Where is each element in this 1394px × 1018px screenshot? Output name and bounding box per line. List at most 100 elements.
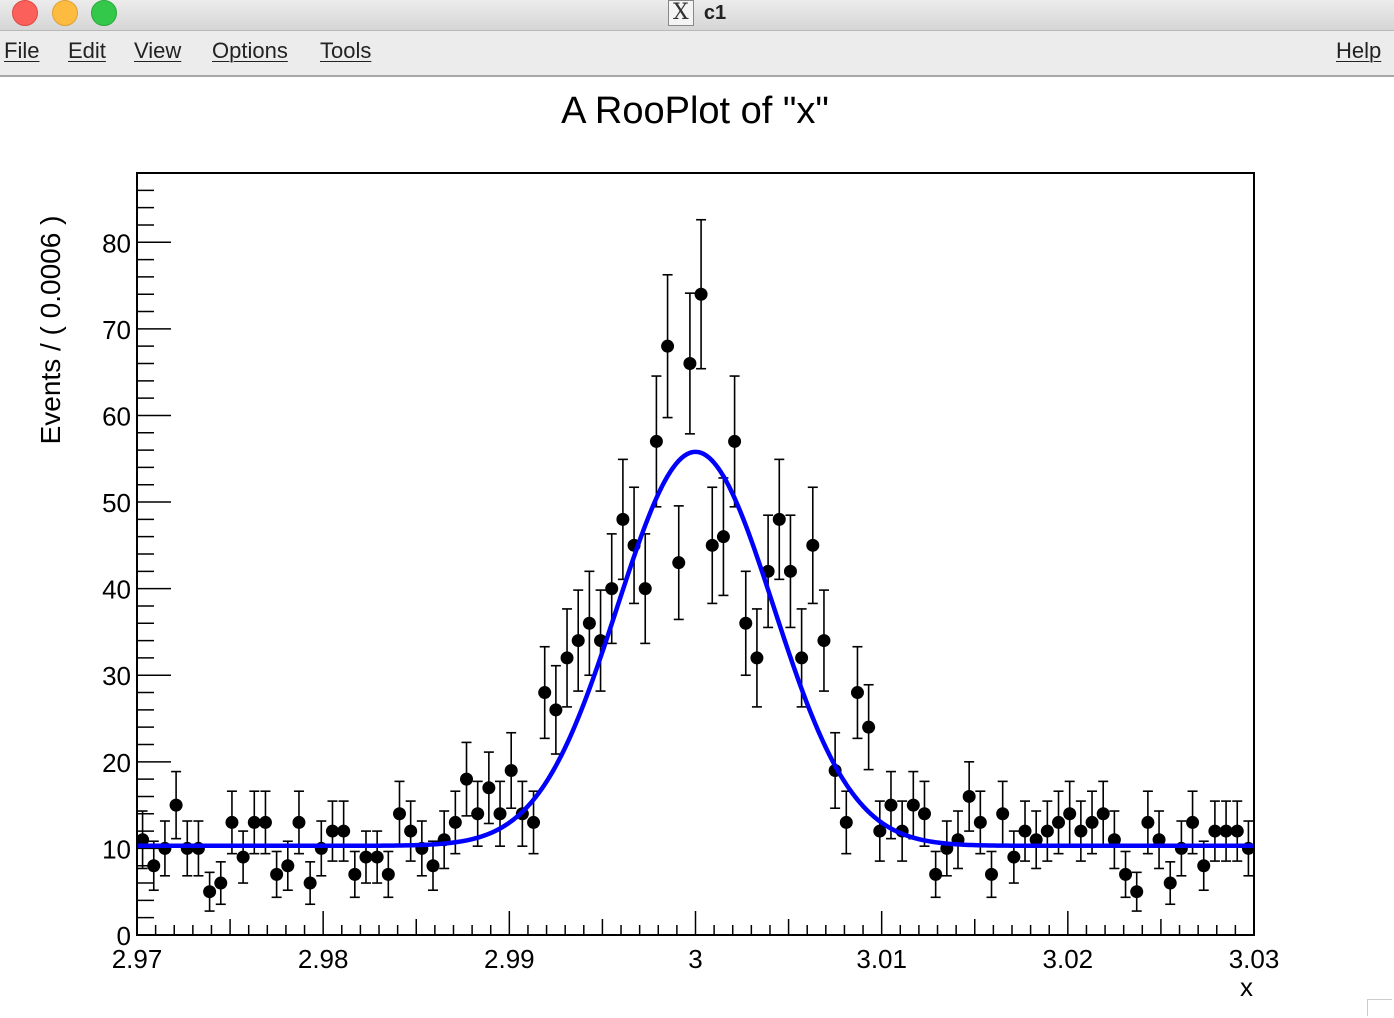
menu-options[interactable]: Options <box>212 38 288 63</box>
y-tick-label: 30 <box>102 661 131 691</box>
data-point <box>493 807 507 821</box>
data-point <box>1208 824 1222 838</box>
chart-title: A RooPlot of "x" <box>561 90 829 132</box>
data-point <box>638 582 652 596</box>
close-window-button[interactable] <box>12 0 38 26</box>
data-point <box>1052 815 1066 829</box>
data-point <box>1197 859 1211 873</box>
data-point <box>270 867 284 881</box>
data-point <box>884 798 898 812</box>
data-point <box>873 824 887 838</box>
menu-help[interactable]: Help <box>1336 38 1382 63</box>
data-point <box>460 772 474 786</box>
data-point <box>325 824 339 838</box>
data-point <box>1107 833 1121 847</box>
y-tick-label: 10 <box>102 834 131 864</box>
data-point <box>527 815 541 829</box>
data-point <box>716 530 730 544</box>
data-point <box>1230 824 1244 838</box>
data-point <box>917 807 931 821</box>
x-tick-label: 2.98 <box>298 944 349 974</box>
menu-file[interactable]: File <box>4 38 40 63</box>
y-tick-label: 50 <box>102 488 131 518</box>
data-point <box>381 867 395 881</box>
data-point <box>582 616 596 630</box>
data-point <box>1141 815 1155 829</box>
data-point <box>136 833 150 847</box>
data-point <box>1018 824 1032 838</box>
data-point <box>169 798 183 812</box>
data-point <box>1040 824 1054 838</box>
data-point <box>1219 824 1233 838</box>
data-point <box>605 582 619 596</box>
data-point <box>337 824 351 838</box>
data-point <box>370 850 384 864</box>
data-point <box>672 556 686 570</box>
x-tick-label: 3 <box>688 944 702 974</box>
data-point <box>392 807 406 821</box>
data-point <box>750 651 764 665</box>
y-tick-label: 20 <box>102 748 131 778</box>
data-point <box>906 798 920 812</box>
y-tick-label: 60 <box>102 401 131 431</box>
data-point <box>850 686 864 700</box>
rooplot-chart[interactable]: A RooPlot of "x" Events / ( 0.0006 ) x 2… <box>0 77 1394 1018</box>
data-point <box>1007 850 1021 864</box>
x-axis-label: x <box>1240 972 1253 1002</box>
data-point <box>817 634 831 648</box>
data-point <box>504 763 518 777</box>
x-tick-label: 3.03 <box>1229 944 1280 974</box>
data-point <box>258 815 272 829</box>
data-point <box>404 824 418 838</box>
data-point <box>303 876 317 890</box>
data-point <box>1130 885 1144 899</box>
data-point <box>962 789 976 803</box>
data-point <box>359 850 373 864</box>
canvas-area[interactable]: A RooPlot of "x" Events / ( 0.0006 ) x 2… <box>0 77 1394 1018</box>
data-point <box>292 815 306 829</box>
resize-grip[interactable] <box>1367 999 1392 1016</box>
data-point <box>996 807 1010 821</box>
y-tick-label: 70 <box>102 315 131 345</box>
data-point <box>571 634 585 648</box>
data-point <box>549 703 563 717</box>
data-point <box>247 815 261 829</box>
x-tick-label: 2.99 <box>484 944 535 974</box>
y-axis-label: Events / ( 0.0006 ) <box>35 216 66 445</box>
menu-edit[interactable]: Edit <box>68 38 106 63</box>
data-point <box>426 859 440 873</box>
menu-tools[interactable]: Tools <box>320 38 372 63</box>
data-point <box>1119 867 1133 881</box>
x11-icon: X <box>667 0 694 26</box>
y-tick-label: 80 <box>102 228 131 258</box>
x-tick-label: 3.02 <box>1043 944 1094 974</box>
window-titlebar[interactable]: X c1 <box>0 0 1394 31</box>
data-point <box>661 339 675 353</box>
data-point <box>1152 833 1166 847</box>
data-point <box>203 885 217 899</box>
data-point <box>471 807 485 821</box>
data-point <box>281 859 295 873</box>
plot-frame <box>136 172 1255 936</box>
data-point <box>147 859 161 873</box>
data-point <box>1029 833 1043 847</box>
data-point <box>616 512 630 526</box>
window-title-group: X c1 <box>0 0 1394 26</box>
data-point <box>772 512 786 526</box>
data-point <box>739 616 753 630</box>
menu-view[interactable]: View <box>134 38 182 63</box>
data-point <box>482 781 496 795</box>
data-point <box>214 876 228 890</box>
minimize-window-button[interactable] <box>52 0 78 26</box>
data-point <box>236 850 250 864</box>
data-point <box>985 867 999 881</box>
data-point <box>1085 815 1099 829</box>
data-points <box>136 218 1255 912</box>
data-point <box>1063 807 1077 821</box>
data-point <box>1163 876 1177 890</box>
window-title: c1 <box>703 1 727 24</box>
zoom-window-button[interactable] <box>91 0 117 26</box>
x-tick-label: 2.97 <box>112 944 163 974</box>
data-point <box>649 434 663 448</box>
data-point <box>705 538 719 552</box>
